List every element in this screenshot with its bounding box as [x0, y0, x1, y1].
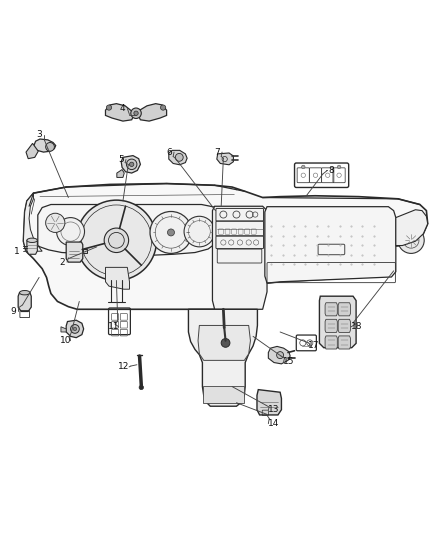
Circle shape: [134, 111, 138, 116]
Polygon shape: [106, 103, 134, 121]
Text: 11: 11: [108, 322, 119, 331]
Circle shape: [127, 159, 137, 169]
Ellipse shape: [27, 238, 37, 243]
Circle shape: [57, 217, 85, 246]
Polygon shape: [268, 346, 290, 364]
Polygon shape: [38, 205, 223, 269]
Text: 12: 12: [118, 362, 130, 372]
Circle shape: [73, 327, 77, 330]
Polygon shape: [27, 240, 37, 254]
Text: 2: 2: [59, 257, 65, 266]
Polygon shape: [188, 309, 258, 406]
Polygon shape: [325, 336, 337, 349]
Circle shape: [106, 105, 112, 110]
Circle shape: [150, 212, 192, 253]
Polygon shape: [396, 210, 427, 246]
Circle shape: [301, 165, 305, 169]
Text: 1: 1: [14, 247, 20, 256]
Circle shape: [160, 105, 166, 110]
Polygon shape: [106, 268, 130, 289]
Circle shape: [221, 338, 230, 348]
Text: 17: 17: [308, 342, 320, 351]
Text: 4: 4: [119, 104, 125, 113]
Polygon shape: [23, 193, 42, 251]
Polygon shape: [18, 293, 31, 311]
Circle shape: [130, 162, 134, 166]
Circle shape: [104, 228, 129, 253]
Polygon shape: [338, 336, 350, 349]
Polygon shape: [338, 303, 350, 316]
Polygon shape: [212, 206, 267, 309]
Circle shape: [184, 216, 215, 247]
Text: 8: 8: [329, 166, 335, 175]
Polygon shape: [257, 390, 282, 415]
Circle shape: [46, 213, 65, 232]
Polygon shape: [198, 326, 251, 360]
Polygon shape: [338, 319, 350, 333]
Text: 9: 9: [10, 306, 16, 316]
Circle shape: [167, 229, 174, 236]
Polygon shape: [34, 139, 56, 152]
Polygon shape: [325, 303, 337, 316]
Polygon shape: [138, 103, 166, 121]
Text: 10: 10: [60, 336, 71, 345]
Circle shape: [398, 227, 424, 253]
Text: 13: 13: [268, 405, 279, 414]
Ellipse shape: [19, 290, 30, 295]
Text: 15: 15: [283, 357, 295, 366]
Polygon shape: [66, 320, 84, 338]
Circle shape: [131, 108, 141, 118]
Bar: [203, 386, 244, 403]
Text: 5: 5: [118, 155, 124, 164]
Polygon shape: [265, 207, 396, 283]
Polygon shape: [117, 169, 124, 177]
Polygon shape: [61, 327, 66, 332]
Circle shape: [277, 352, 284, 359]
Text: 6: 6: [166, 148, 172, 157]
Circle shape: [175, 154, 183, 161]
Circle shape: [76, 200, 156, 280]
Circle shape: [46, 142, 54, 151]
Text: 3: 3: [36, 130, 42, 139]
Text: 14: 14: [268, 419, 279, 428]
Polygon shape: [26, 143, 38, 159]
Text: 18: 18: [351, 322, 362, 331]
Circle shape: [71, 325, 79, 333]
Polygon shape: [66, 242, 83, 262]
Polygon shape: [121, 156, 141, 173]
Circle shape: [337, 165, 341, 169]
Text: 7: 7: [214, 148, 220, 157]
Polygon shape: [169, 150, 187, 165]
Polygon shape: [319, 296, 356, 348]
Polygon shape: [217, 153, 233, 165]
Polygon shape: [325, 319, 337, 333]
Polygon shape: [83, 249, 87, 253]
Circle shape: [139, 385, 144, 390]
Polygon shape: [23, 183, 427, 309]
